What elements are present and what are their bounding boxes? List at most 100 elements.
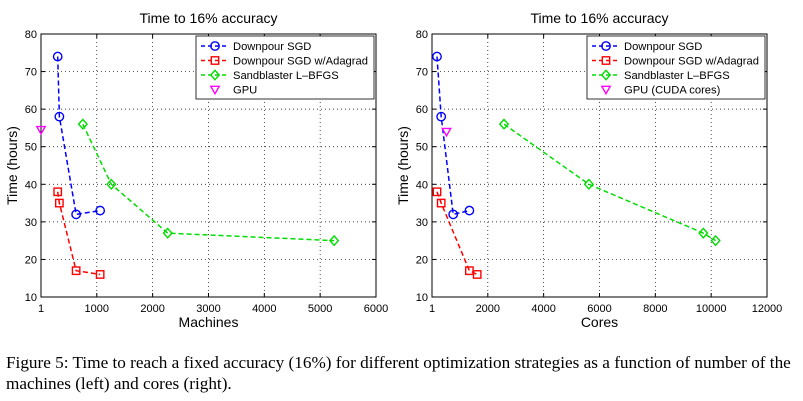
y-tick-label: 20 — [25, 254, 37, 266]
data-point — [432, 51, 442, 62]
y-tick-label: 80 — [25, 29, 37, 41]
data-point — [498, 118, 510, 130]
legend-label: GPU — [233, 85, 257, 97]
legend-label: Sandblaster L–BFGS — [233, 70, 339, 82]
y-axis-label: Time (hours) — [4, 126, 20, 205]
x-tick-label: 5000 — [308, 303, 332, 315]
data-point — [698, 227, 709, 239]
legend-item: Downpour SGD — [201, 41, 311, 53]
series — [441, 127, 452, 138]
legend-marker — [209, 85, 221, 96]
figure-charts: 1 1000 2000 3000 4000 5000 6000 10 20 30 40 50 60 70 8… — [4, 10, 782, 330]
data-point — [464, 205, 475, 216]
data-point — [106, 178, 117, 191]
data-point — [71, 209, 82, 220]
data-point — [54, 111, 65, 122]
chart-cores: 1 2000 4000 6000 8000 10000 120001020304050607… — [395, 10, 782, 330]
x-tick-label: 3000 — [196, 303, 220, 315]
data-point — [583, 178, 595, 191]
legend-marker — [600, 85, 612, 96]
series — [498, 118, 721, 247]
x-tick-label: 1 — [38, 303, 44, 315]
legend-label: GPU (CUDA cores) — [624, 85, 721, 97]
legend-label: Downpour SGD — [624, 41, 702, 53]
chart-title: Time to 16% accuracy — [531, 10, 669, 26]
series-line — [56, 191, 101, 276]
y-tick-label: 80 — [416, 29, 428, 41]
legend-item: GPU (CUDA cores) — [600, 85, 721, 97]
legend: Downpour SGD Downpour SGD w/Adagrad Sandbl… — [195, 35, 375, 100]
legend-marker — [210, 56, 220, 65]
series — [52, 51, 106, 220]
series — [77, 118, 340, 247]
legend-item: Downpour SGD w/Adagrad — [201, 56, 368, 68]
y-tick-label: 40 — [25, 179, 37, 191]
legend-item: Downpour SGD — [592, 41, 702, 53]
x-tick-label: 10000 — [696, 303, 727, 315]
series-line — [503, 123, 717, 242]
x-tick-label: 2000 — [476, 303, 500, 315]
x-axis-label: Machines — [179, 314, 239, 330]
data-point — [464, 266, 474, 276]
y-tick-label: 70 — [25, 67, 37, 79]
x-tick-label: 6000 — [587, 303, 611, 315]
series — [35, 125, 47, 136]
legend-label: Downpour SGD w/Adagrad — [624, 56, 759, 68]
legend-label: Sandblaster L–BFGS — [624, 70, 730, 82]
chart-machines: 1 1000 2000 3000 4000 5000 6000 10 20 30 40 50 60 70 8… — [4, 10, 388, 330]
series — [432, 51, 475, 220]
data-point — [432, 187, 442, 197]
figure-caption: Figure 5: Time to reach a fixed accuracy… — [6, 353, 791, 393]
data-point — [436, 111, 447, 122]
data-point — [441, 127, 452, 138]
data-point — [71, 266, 81, 276]
data-point — [436, 198, 446, 208]
legend-label: Downpour SGD — [233, 41, 311, 53]
legend-label: Downpour SGD w/Adagrad — [233, 56, 368, 68]
y-tick-label: 20 — [416, 254, 428, 266]
data-point — [77, 118, 88, 130]
data-point — [95, 205, 106, 216]
data-point — [448, 209, 459, 220]
data-point — [35, 125, 47, 136]
data-point — [710, 234, 721, 247]
y-axis-label: Time (hours) — [395, 126, 411, 205]
series-line — [82, 123, 335, 242]
y-tick-label: 70 — [416, 67, 428, 79]
x-tick-label: 6000 — [364, 303, 388, 315]
data-point — [472, 270, 482, 279]
legend-item: Sandblaster L–BFGS — [592, 69, 730, 82]
legend-item: GPU — [209, 85, 257, 97]
legend-marker — [210, 41, 220, 51]
y-tick-label: 60 — [25, 104, 37, 116]
x-tick-label: 4000 — [531, 303, 555, 315]
y-tick-label: 30 — [416, 217, 428, 229]
series-line — [56, 56, 101, 216]
y-tick-label: 10 — [25, 292, 37, 304]
data-point — [54, 198, 64, 208]
y-tick-label: 40 — [416, 179, 428, 191]
series — [432, 187, 482, 279]
x-axis-label: Cores — [581, 314, 618, 330]
chart-title: Time to 16% accuracy — [140, 10, 278, 26]
data-point — [95, 270, 105, 279]
x-tick-label: 12000 — [752, 303, 783, 315]
y-tick-label: 30 — [25, 217, 37, 229]
legend-marker — [601, 56, 611, 65]
series — [53, 187, 105, 279]
legend-marker — [601, 41, 611, 51]
x-tick-label: 2000 — [140, 303, 164, 315]
legend-marker — [209, 69, 221, 81]
y-tick-label: 60 — [416, 104, 428, 116]
data-point — [328, 234, 340, 247]
y-tick-label: 50 — [416, 142, 428, 154]
x-tick-label: 1000 — [85, 303, 109, 315]
legend: Downpour SGD Downpour SGD w/Adagrad Sandbl… — [586, 35, 766, 100]
x-tick-label: 4000 — [252, 303, 276, 315]
x-tick-label: 1 — [429, 303, 435, 315]
y-tick-label: 50 — [25, 142, 37, 154]
data-point — [162, 227, 173, 239]
y-tick-label: 10 — [416, 292, 428, 304]
legend-item: Downpour SGD w/Adagrad — [592, 56, 759, 68]
